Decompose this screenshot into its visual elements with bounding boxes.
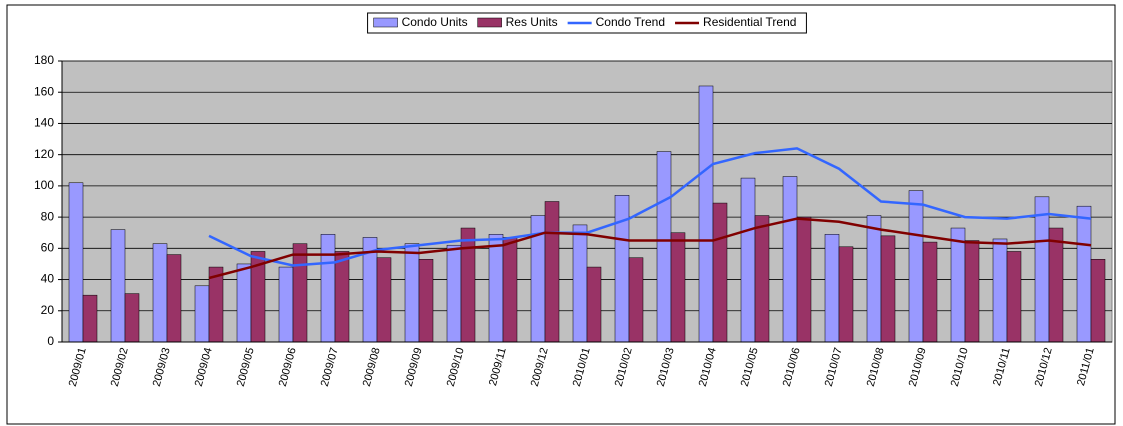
bar — [628, 257, 644, 343]
bar — [124, 293, 140, 343]
bar — [1076, 205, 1092, 343]
legend-label: Res Units — [506, 15, 558, 29]
bar — [110, 229, 126, 343]
bar — [992, 238, 1008, 343]
bar — [586, 266, 602, 343]
bar — [1006, 251, 1022, 343]
bar — [712, 202, 728, 343]
y-tick-label: 20 — [41, 303, 55, 317]
legend-swatch — [373, 17, 398, 28]
y-tick-label: 100 — [34, 178, 54, 192]
bar — [740, 177, 756, 343]
bar — [950, 227, 966, 343]
bar — [236, 263, 252, 343]
bar — [166, 254, 182, 343]
bar — [418, 259, 434, 343]
bar — [152, 243, 168, 343]
bar — [656, 151, 672, 343]
bar — [880, 235, 896, 343]
bar — [544, 201, 560, 343]
bar — [838, 246, 854, 343]
bar — [446, 244, 462, 343]
bar — [460, 227, 476, 343]
bar — [1048, 227, 1064, 343]
bar — [194, 285, 210, 343]
bar — [376, 257, 392, 343]
bar — [82, 294, 98, 343]
bar — [670, 232, 686, 343]
bar — [824, 234, 840, 343]
y-tick-label: 140 — [34, 116, 54, 130]
y-tick-label: 180 — [34, 53, 54, 67]
bar — [908, 190, 924, 343]
bar — [698, 85, 714, 343]
bar — [1090, 259, 1106, 343]
bar — [68, 182, 84, 343]
bar — [320, 234, 336, 343]
legend-label: Condo Trend — [596, 15, 665, 29]
bar — [404, 243, 420, 343]
bar — [796, 216, 812, 343]
bar — [292, 243, 308, 343]
legend-swatch — [477, 17, 502, 28]
bar — [334, 251, 350, 343]
bar — [1034, 196, 1050, 343]
y-tick-label: 0 — [47, 334, 54, 348]
y-tick-label: 80 — [41, 209, 55, 223]
bar — [922, 241, 938, 343]
bar — [614, 195, 630, 343]
trend-line — [208, 147, 1092, 267]
bar — [572, 224, 588, 343]
trend-line — [208, 217, 1092, 280]
legend-label: Residential Trend — [703, 15, 796, 29]
bar — [866, 215, 882, 343]
y-tick-label: 160 — [34, 84, 54, 98]
y-tick-label: 40 — [41, 272, 55, 286]
bar — [278, 266, 294, 343]
bar — [782, 176, 798, 343]
y-tick-label: 120 — [34, 147, 54, 161]
bar — [488, 234, 504, 343]
bar — [964, 240, 980, 343]
bar — [502, 237, 518, 343]
legend-label: Condo Units — [402, 15, 468, 29]
bar — [754, 215, 770, 343]
y-tick-label: 60 — [41, 241, 55, 255]
